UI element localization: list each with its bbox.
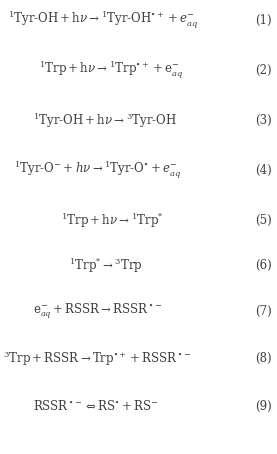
Text: (2): (2)	[255, 64, 271, 77]
Text: (3): (3)	[255, 114, 271, 127]
Text: (6): (6)	[255, 259, 271, 272]
Text: (9): (9)	[255, 400, 271, 413]
Text: (7): (7)	[255, 305, 271, 317]
Text: $^{1}\mathrm{Tyr\text{-}OH}+\mathrm{h}\nu\rightarrow^{1}\mathrm{Tyr\text{-}OH}^{: $^{1}\mathrm{Tyr\text{-}OH}+\mathrm{h}\n…	[8, 10, 199, 31]
Text: (8): (8)	[255, 352, 271, 365]
Text: (4): (4)	[255, 164, 271, 177]
Text: $^{1}\mathrm{Tyr\text{-}OH}+\mathrm{h}\nu\rightarrow^{3}\mathrm{Tyr\text{-}OH}$: $^{1}\mathrm{Tyr\text{-}OH}+\mathrm{h}\n…	[33, 111, 177, 130]
Text: $^{1}\mathrm{Trp}+\mathrm{h}\nu\rightarrow^{1}\mathrm{Trp}^{*}$: $^{1}\mathrm{Trp}+\mathrm{h}\nu\rightarr…	[61, 211, 164, 230]
Text: $\mathrm{RSSR}\,^{\bullet-}\Leftrightarrow\mathrm{RS}^{\bullet}+\mathrm{RS}^{-}$: $\mathrm{RSSR}\,^{\bullet-}\Leftrightarr…	[33, 400, 158, 413]
Text: $\mathrm{e}_{aq}^{-}+\mathrm{RSSR}\rightarrow\mathrm{RSSR}\,^{\bullet-}$: $\mathrm{e}_{aq}^{-}+\mathrm{RSSR}\right…	[33, 301, 163, 321]
Text: (1): (1)	[255, 14, 271, 27]
Text: $^{1}\mathrm{Trp}+\mathrm{h}\nu\rightarrow^{1}\mathrm{Trp}^{\bullet+}+\mathrm{e}: $^{1}\mathrm{Trp}+\mathrm{h}\nu\rightarr…	[39, 60, 183, 81]
Text: $^{1}\mathrm{Tyr\text{-}O}^{-}+h\nu\rightarrow^{1}\mathrm{Tyr\text{-}O}^{\bullet: $^{1}\mathrm{Tyr\text{-}O}^{-}+h\nu\righ…	[14, 160, 181, 181]
Text: (5): (5)	[255, 214, 271, 227]
Text: $^{1}\mathrm{Trp}^{*}\rightarrow^{3}\mathrm{Trp}$: $^{1}\mathrm{Trp}^{*}\rightarrow^{3}\mat…	[69, 256, 143, 275]
Text: $^{3}\mathrm{Trp}+\mathrm{RSSR}\rightarrow\mathrm{Trp}^{\bullet+}+\mathrm{RSSR}\: $^{3}\mathrm{Trp}+\mathrm{RSSR}\rightarr…	[3, 349, 191, 368]
